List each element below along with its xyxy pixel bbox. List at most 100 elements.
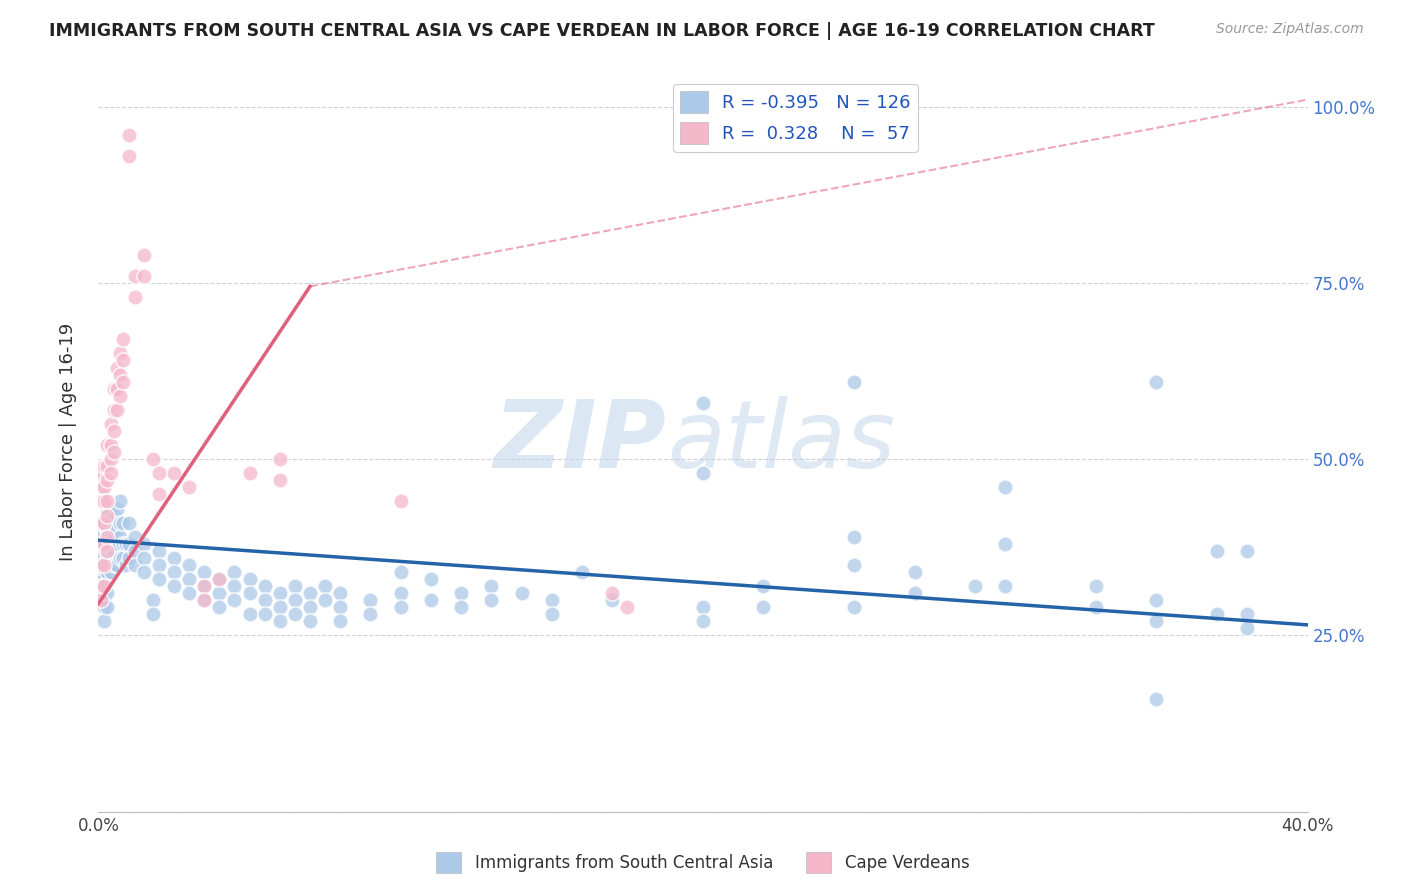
Point: [96, 550, 118, 565]
Point: [329, 586, 352, 600]
Y-axis label: In Labor Force | Age 16-19: In Labor Force | Age 16-19: [59, 322, 77, 561]
Point: [90, 467, 112, 481]
Point: [208, 572, 231, 586]
Point: [1085, 579, 1108, 593]
Point: [100, 452, 122, 467]
Point: [132, 537, 155, 551]
Point: [1206, 607, 1229, 622]
Point: [103, 544, 125, 558]
Point: [1144, 375, 1167, 389]
Point: [108, 516, 131, 530]
Point: [269, 452, 291, 467]
Point: [239, 586, 262, 600]
Point: [93, 537, 115, 551]
Point: [90, 579, 112, 593]
Point: [93, 459, 115, 474]
Point: [389, 586, 412, 600]
Point: [90, 494, 112, 508]
Point: [540, 607, 562, 622]
Point: [100, 516, 122, 530]
Point: [148, 572, 170, 586]
Point: [96, 537, 118, 551]
Point: [692, 396, 714, 410]
Point: [103, 508, 125, 523]
Point: [844, 600, 866, 615]
Point: [105, 537, 128, 551]
Point: [224, 579, 246, 593]
Point: [1206, 544, 1229, 558]
Point: [105, 360, 128, 375]
Point: [602, 593, 624, 607]
Point: [299, 586, 322, 600]
Point: [96, 494, 118, 508]
Point: [111, 550, 134, 565]
Point: [93, 550, 115, 565]
Point: [105, 501, 128, 516]
Point: [420, 572, 443, 586]
Point: [90, 516, 112, 530]
Point: [253, 579, 276, 593]
Point: [96, 565, 118, 579]
Point: [148, 487, 170, 501]
Point: [208, 586, 231, 600]
Point: [904, 586, 927, 600]
Point: [93, 600, 115, 615]
Point: [105, 382, 128, 396]
Point: [142, 452, 165, 467]
Point: [118, 550, 141, 565]
Point: [193, 593, 215, 607]
Point: [105, 402, 128, 417]
Point: [540, 593, 562, 607]
Point: [844, 375, 866, 389]
Point: [602, 586, 624, 600]
Point: [1236, 544, 1258, 558]
Point: [108, 389, 131, 403]
Point: [571, 565, 593, 579]
Point: [752, 579, 775, 593]
Point: [142, 593, 165, 607]
Point: [284, 593, 307, 607]
Point: [299, 615, 322, 629]
Point: [1144, 593, 1167, 607]
Point: [269, 600, 291, 615]
Point: [844, 558, 866, 572]
Point: [103, 530, 125, 544]
Point: [314, 579, 336, 593]
Point: [510, 586, 533, 600]
Point: [148, 467, 170, 481]
Text: Source: ZipAtlas.com: Source: ZipAtlas.com: [1216, 22, 1364, 37]
Point: [692, 600, 714, 615]
Point: [1236, 607, 1258, 622]
Point: [90, 558, 112, 572]
Point: [284, 607, 307, 622]
Point: [100, 417, 122, 431]
Point: [965, 579, 987, 593]
Point: [142, 607, 165, 622]
Point: [93, 494, 115, 508]
Point: [96, 508, 118, 523]
Point: [93, 480, 115, 494]
Point: [96, 544, 118, 558]
Point: [844, 530, 866, 544]
Point: [269, 473, 291, 487]
Point: [111, 375, 134, 389]
Point: [100, 550, 122, 565]
Point: [132, 248, 155, 262]
Point: [239, 467, 262, 481]
Point: [450, 586, 472, 600]
Point: [1236, 621, 1258, 635]
Point: [193, 579, 215, 593]
Point: [420, 593, 443, 607]
Point: [93, 558, 115, 572]
Point: [389, 600, 412, 615]
Point: [994, 579, 1017, 593]
Point: [114, 537, 136, 551]
Point: [96, 501, 118, 516]
Point: [193, 565, 215, 579]
Point: [105, 523, 128, 537]
Point: [90, 550, 112, 565]
Point: [1144, 692, 1167, 706]
Point: [114, 558, 136, 572]
Point: [124, 290, 146, 304]
Legend: R = -0.395   N = 126, R =  0.328    N =  57: R = -0.395 N = 126, R = 0.328 N = 57: [673, 84, 918, 152]
